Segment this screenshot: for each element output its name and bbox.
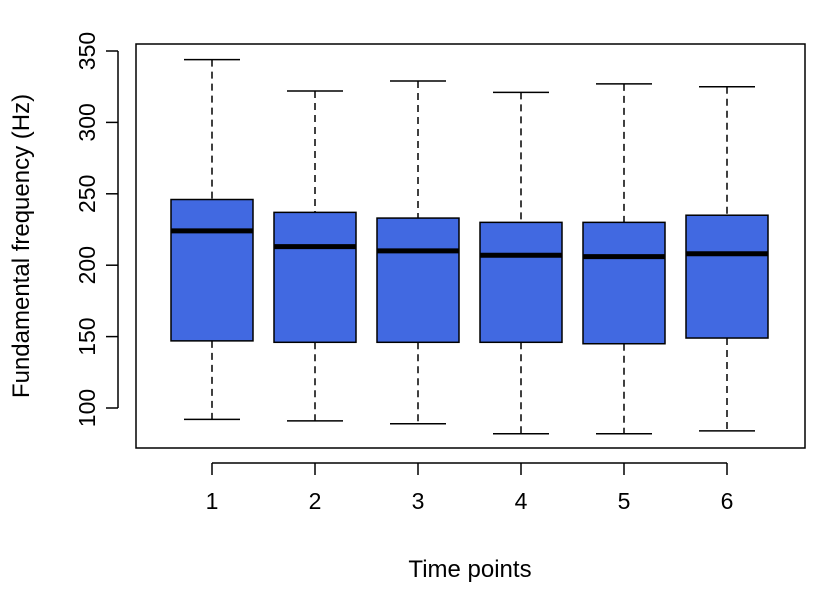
x-tick-label: 5 (618, 488, 631, 514)
box-3 (376, 80, 460, 425)
y-tick-label: 150 (74, 317, 100, 355)
y-tick-label: 300 (74, 103, 100, 141)
box-1 (170, 58, 254, 421)
box-5 (582, 83, 666, 435)
iqr-box (273, 211, 357, 344)
x-tick-label: 4 (515, 488, 528, 514)
plot-frame (135, 43, 806, 449)
y-axis-title: Fundamental frequency (Hz) (8, 94, 35, 398)
y-axis: 100 150 200 250 300 350 (74, 32, 119, 427)
iqr-box (685, 214, 769, 339)
box-4 (479, 91, 563, 435)
y-tick-label: 250 (74, 175, 100, 213)
x-tick-label: 6 (721, 488, 734, 514)
x-tick-label: 1 (206, 488, 219, 514)
x-axis-title: Time points (408, 556, 531, 583)
y-tick-label: 350 (74, 32, 100, 70)
iqr-box (582, 221, 666, 345)
x-axis: 1 2 3 4 5 6 (206, 462, 734, 514)
iqr-box (376, 217, 460, 344)
y-tick-label: 100 (74, 389, 100, 427)
boxes-group (170, 58, 769, 435)
y-tick-label: 200 (74, 246, 100, 284)
iqr-box (479, 221, 563, 344)
x-tick-label: 3 (412, 488, 425, 514)
iqr-box (170, 198, 254, 342)
box-2 (273, 90, 357, 422)
box-6 (685, 85, 769, 432)
x-tick-label: 2 (309, 488, 322, 514)
